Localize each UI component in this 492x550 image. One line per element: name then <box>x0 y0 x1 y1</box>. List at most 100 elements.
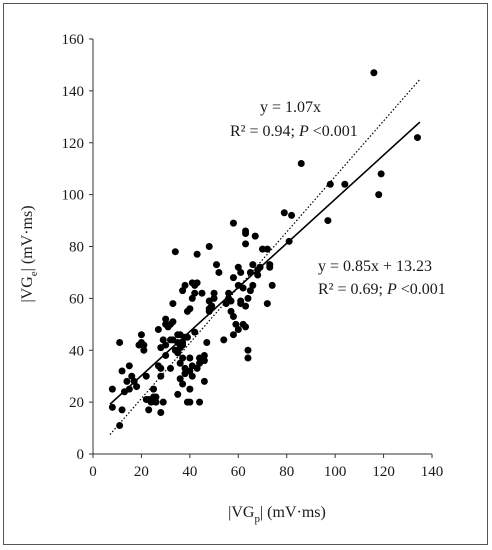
data-point <box>133 383 141 391</box>
data-point <box>413 134 421 142</box>
data-point <box>183 333 191 341</box>
data-point <box>123 377 131 385</box>
data-point <box>152 393 160 401</box>
data-point <box>242 323 250 331</box>
data-point <box>259 245 266 253</box>
identity-line-equation: y = 1.07x <box>260 99 321 116</box>
data-point <box>200 351 208 359</box>
identity-line-stats: R² = 0.94; P <0.001 <box>230 123 358 140</box>
data-point <box>244 354 252 362</box>
data-point <box>263 245 271 253</box>
data-point <box>157 364 165 372</box>
data-point <box>116 338 124 346</box>
data-point <box>154 326 162 333</box>
data-point <box>179 341 187 349</box>
data-point <box>377 170 385 178</box>
data-point <box>171 248 179 256</box>
regression-lines <box>109 78 421 435</box>
data-point <box>242 230 250 238</box>
data-point <box>108 403 116 411</box>
data-point <box>193 250 201 258</box>
data-point <box>370 69 378 77</box>
data-point <box>193 364 201 372</box>
data-point <box>229 313 237 321</box>
x-tick-label: 80 <box>279 464 294 480</box>
data-point <box>191 328 199 336</box>
y-tick-label: 120 <box>62 136 85 152</box>
identity-trend-line <box>109 78 421 435</box>
data-point <box>242 240 250 248</box>
data-point <box>215 268 223 276</box>
y-tick-label: 80 <box>69 240 84 256</box>
data-point <box>254 271 262 279</box>
data-point <box>256 263 264 271</box>
data-point <box>244 294 252 302</box>
data-point <box>179 354 187 362</box>
data-point <box>130 377 138 385</box>
data-point <box>232 320 240 328</box>
data-point <box>128 372 136 380</box>
data-point <box>249 281 257 289</box>
data-point <box>169 318 177 326</box>
x-tick-label: 20 <box>134 464 149 480</box>
data-point <box>288 211 296 219</box>
data-point <box>145 406 153 414</box>
data-point <box>157 409 165 416</box>
axes: 0 20 40 60 80 100 120 140 0 20 40 60 80 100 120 140 160 <box>62 32 444 480</box>
data-point <box>179 380 187 388</box>
data-point <box>237 297 245 305</box>
y-tick-label: 0 <box>77 447 85 463</box>
data-point <box>242 302 250 310</box>
x-tick-label: 120 <box>372 464 395 480</box>
data-point <box>375 191 383 199</box>
data-point <box>210 294 218 302</box>
data-point <box>239 284 247 292</box>
data-point <box>186 305 194 313</box>
data-point <box>162 315 170 323</box>
data-point <box>193 279 201 287</box>
data-point <box>200 357 208 365</box>
data-point <box>268 281 276 289</box>
data-point <box>237 268 245 276</box>
data-point <box>234 326 242 333</box>
data-point <box>142 372 150 380</box>
x-tick-label: 0 <box>89 464 97 480</box>
data-point <box>188 372 196 380</box>
fit-line-equation: y = 0.85x + 13.23 <box>318 258 432 275</box>
data-point <box>118 367 126 375</box>
data-point <box>147 398 155 406</box>
data-point <box>200 377 208 385</box>
data-point <box>326 180 334 188</box>
data-point <box>176 375 184 383</box>
data-point <box>203 338 211 346</box>
data-point <box>174 390 182 398</box>
data-point <box>225 289 233 297</box>
data-point <box>169 300 177 308</box>
data-point <box>246 287 254 295</box>
data-point <box>186 385 194 393</box>
data-point <box>251 232 259 240</box>
data-point <box>280 209 288 217</box>
data-point <box>285 237 293 245</box>
x-tick-label: 140 <box>421 464 444 480</box>
data-point <box>166 364 174 372</box>
data-point <box>244 346 252 354</box>
data-point <box>159 398 167 406</box>
data-point <box>152 398 160 406</box>
data-point <box>220 336 228 344</box>
data-point <box>229 219 237 227</box>
data-point <box>229 331 237 339</box>
data-point <box>191 289 199 297</box>
data-point <box>249 261 257 269</box>
data-point <box>198 289 206 297</box>
data-points <box>108 69 421 429</box>
data-point <box>210 289 218 297</box>
x-tick-label: 60 <box>231 464 246 480</box>
data-point <box>186 354 194 362</box>
data-point <box>341 180 349 188</box>
data-point <box>208 302 216 310</box>
data-point <box>227 307 235 315</box>
data-point <box>196 398 204 406</box>
data-point <box>263 300 271 308</box>
fit-line-stats: R² = 0.69; P <0.001 <box>318 281 446 298</box>
